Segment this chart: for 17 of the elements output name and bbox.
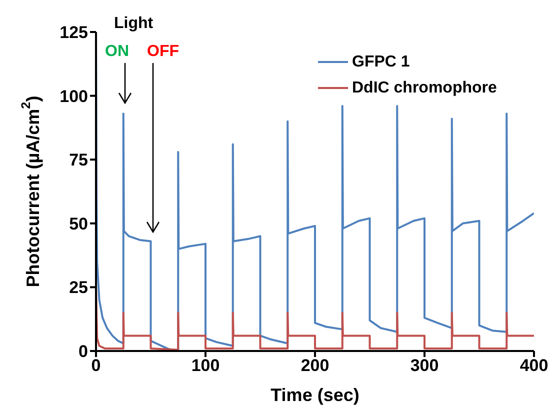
y-tick-label: 100 (60, 86, 88, 106)
x-tick-label: 300 (410, 356, 439, 376)
y-tick-label: 0 (78, 342, 88, 362)
annotation: Light (114, 15, 154, 32)
legend-label: DdIC chromophore (352, 80, 497, 96)
y-tick-label: 50 (69, 214, 88, 234)
x-tick-label: 400 (520, 356, 548, 376)
x-tick-label: 100 (191, 356, 220, 376)
y-tick-label: 75 (69, 150, 88, 170)
x-tick-label: 0 (91, 356, 101, 376)
annotation: ON (105, 43, 129, 60)
y-tick-label: 125 (60, 23, 88, 42)
x-tick-label: 200 (300, 356, 330, 376)
legend-label: GFPC 1 (352, 54, 410, 70)
x-axis-title: Time (sec) (270, 385, 360, 405)
y-tick-label: 25 (69, 278, 88, 298)
annotation: OFF (147, 43, 180, 60)
